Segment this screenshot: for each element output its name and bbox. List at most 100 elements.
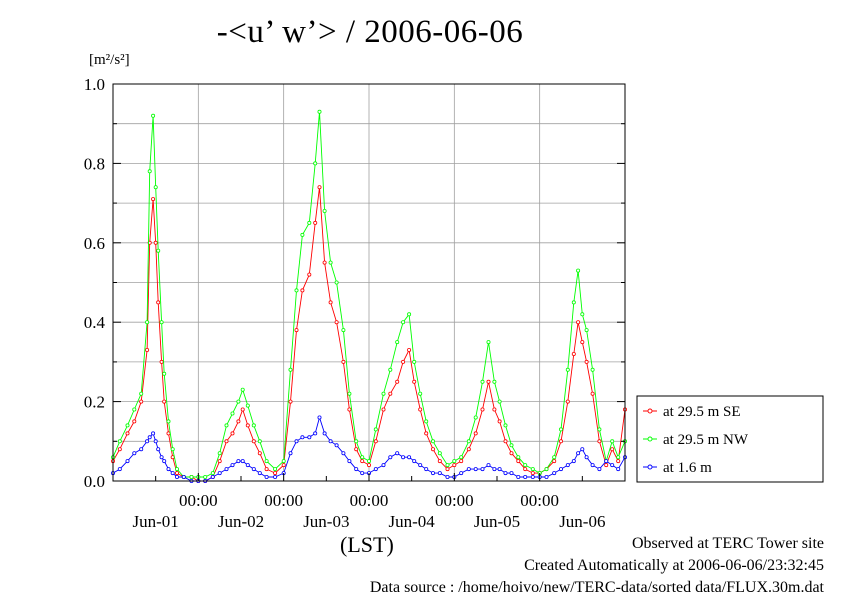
- data-point: [381, 463, 386, 468]
- data-point: [580, 340, 585, 345]
- data-point: [590, 367, 595, 372]
- data-point: [313, 161, 318, 166]
- data-point: [395, 451, 400, 456]
- y-axis-unit-label: [m²/s²]: [89, 52, 130, 68]
- legend-label: at 29.5 m NW: [663, 432, 749, 448]
- data-point: [366, 463, 371, 468]
- y-tick-label: 0.8: [84, 154, 105, 173]
- data-point: [328, 300, 333, 305]
- data-point: [466, 467, 471, 472]
- data-point: [347, 407, 352, 412]
- data-point: [230, 463, 235, 468]
- data-point: [162, 399, 167, 404]
- data-point: [354, 467, 359, 472]
- data-point: [381, 391, 386, 396]
- data-point: [486, 463, 491, 468]
- data-point: [437, 451, 442, 456]
- data-point: [217, 459, 222, 464]
- data-point: [473, 415, 478, 420]
- x-midnight-label: 00:00: [350, 491, 389, 510]
- data-point: [224, 467, 229, 472]
- data-point: [236, 419, 241, 424]
- data-point: [492, 467, 497, 472]
- data-point: [341, 359, 346, 364]
- data-point: [597, 427, 602, 432]
- data-point: [162, 459, 167, 464]
- data-point: [334, 280, 339, 285]
- data-point: [466, 439, 471, 444]
- data-point: [571, 351, 576, 356]
- data-point: [373, 439, 378, 444]
- data-point: [516, 474, 521, 479]
- data-point: [452, 459, 457, 464]
- y-tick-label: 0.0: [84, 472, 105, 491]
- data-point: [322, 208, 327, 213]
- data-point: [584, 359, 589, 364]
- data-point: [576, 451, 581, 456]
- data-point: [273, 467, 278, 472]
- y-tick-label: 0.2: [84, 393, 105, 412]
- data-point: [125, 459, 130, 464]
- data-point: [240, 407, 245, 412]
- data-point: [401, 359, 406, 364]
- data-point: [245, 463, 250, 468]
- data-point: [354, 439, 359, 444]
- x-day-label: Jun-01: [133, 512, 179, 531]
- data-point: [189, 474, 194, 479]
- data-point: [503, 439, 508, 444]
- data-point: [281, 463, 286, 468]
- data-point: [257, 439, 262, 444]
- data-point: [317, 109, 322, 114]
- data-point: [317, 415, 322, 420]
- data-point: [360, 455, 365, 460]
- data-point: [576, 268, 581, 273]
- data-point: [273, 471, 278, 476]
- data-point: [373, 467, 378, 472]
- data-point: [437, 471, 442, 476]
- data-point: [430, 447, 435, 452]
- data-point: [307, 435, 312, 440]
- data-point: [153, 439, 158, 444]
- data-point: [412, 459, 417, 464]
- data-point: [245, 423, 250, 428]
- data-point: [307, 272, 312, 277]
- data-point: [503, 423, 508, 428]
- data-point: [151, 113, 156, 118]
- data-point: [418, 391, 423, 396]
- data-point: [203, 474, 208, 479]
- data-point: [571, 300, 576, 305]
- data-point: [604, 463, 609, 468]
- data-point: [125, 431, 130, 436]
- data-point: [412, 359, 417, 364]
- data-point: [509, 451, 514, 456]
- data-point: [251, 439, 256, 444]
- data-point: [559, 467, 564, 472]
- data-point: [147, 435, 152, 440]
- data-point: [486, 379, 491, 384]
- data-point: [584, 455, 589, 460]
- data-point: [544, 467, 549, 472]
- data-point: [288, 399, 293, 404]
- data-point: [334, 320, 339, 325]
- data-point: [565, 463, 570, 468]
- data-point: [313, 431, 318, 436]
- grid-lines: [113, 84, 625, 481]
- data-point: [240, 459, 245, 464]
- data-point: [145, 320, 150, 325]
- data-point: [210, 471, 215, 476]
- data-point: [480, 379, 485, 384]
- data-point: [401, 320, 406, 325]
- data-point: [288, 451, 293, 456]
- data-point: [509, 443, 514, 448]
- data-point: [486, 340, 491, 345]
- data-point: [132, 451, 137, 456]
- data-point: [497, 467, 502, 472]
- data-point: [307, 220, 312, 225]
- data-point: [497, 399, 502, 404]
- data-point: [151, 197, 156, 202]
- data-point: [174, 467, 179, 472]
- x-day-label: Jun-04: [389, 512, 436, 531]
- data-point: [294, 288, 299, 293]
- data-point: [590, 463, 595, 468]
- data-point: [616, 455, 621, 460]
